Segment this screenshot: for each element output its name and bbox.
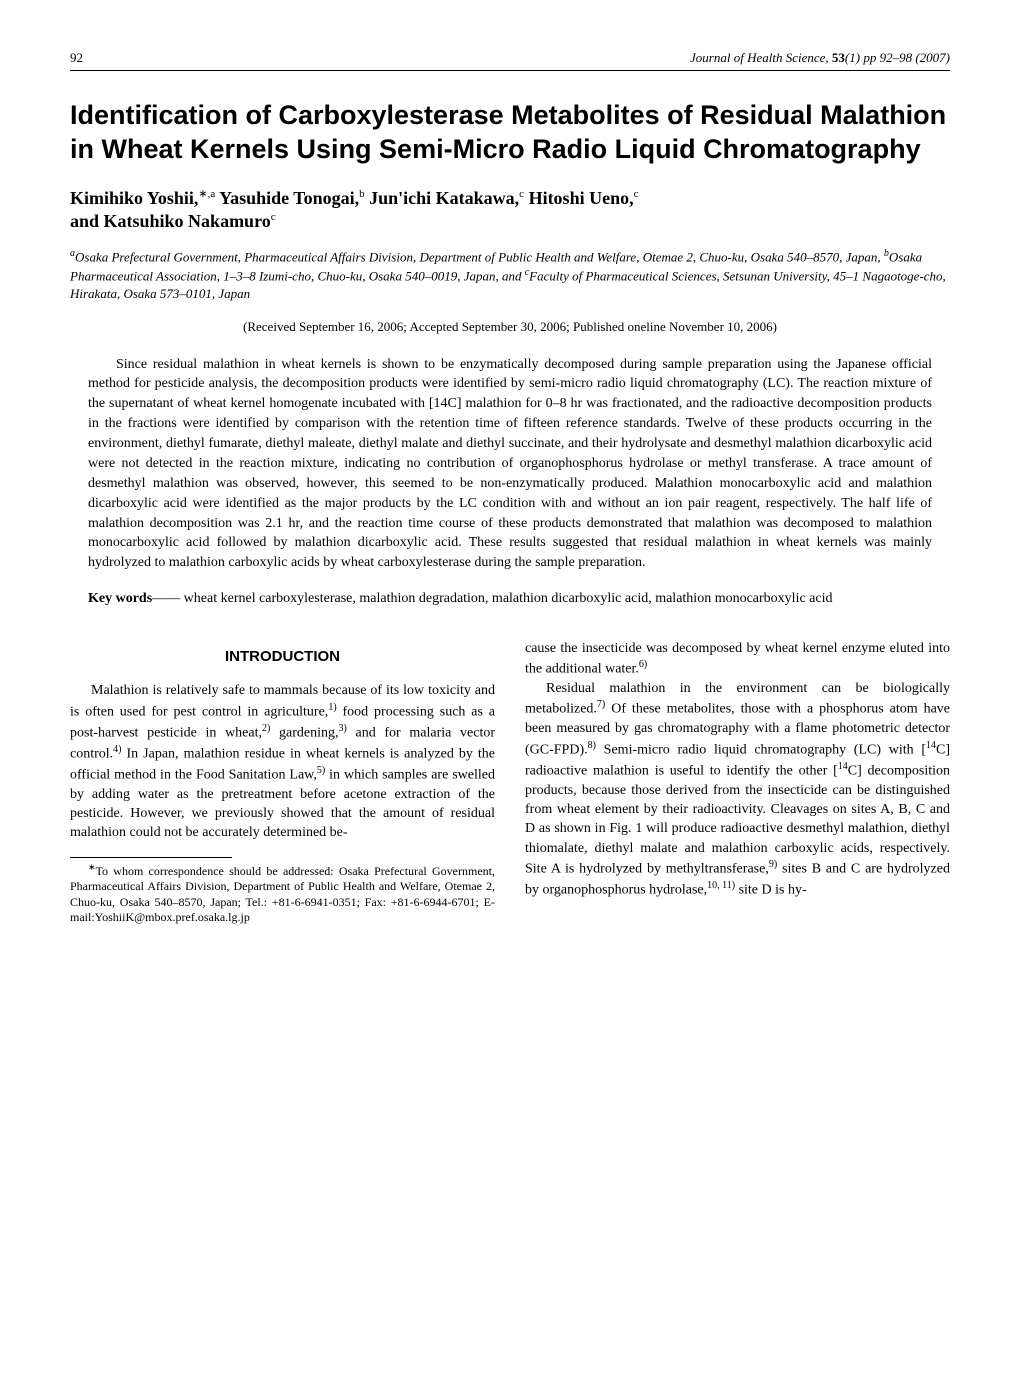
received-dates: (Received September 16, 2006; Accepted S… — [70, 319, 950, 335]
header-divider — [70, 70, 950, 71]
journal-name: Journal of Health Science — [690, 50, 825, 65]
reference-sup: 1) — [328, 702, 336, 713]
affil-text: Osaka Prefectural Government, Pharmaceut… — [75, 250, 884, 265]
isotope-sup: 14 — [838, 761, 848, 772]
authors-block: Kimihiko Yoshii,∗,a Yasuhide Tonogai,b J… — [70, 187, 950, 234]
reference-sup: 4) — [113, 744, 121, 755]
reference-sup: 7) — [597, 699, 605, 710]
reference-sup: 9) — [769, 859, 777, 870]
author-name: Kimihiko Yoshii, — [70, 188, 198, 208]
body-paragraph: Malathion is relatively safe to mammals … — [70, 681, 495, 842]
footnote-divider — [70, 857, 232, 858]
isotope-sup: 14 — [926, 740, 936, 751]
affiliations-block: aOsaka Prefectural Government, Pharmaceu… — [70, 247, 950, 302]
author-affil-sup: ∗,a — [198, 188, 215, 200]
correspondence-footnote: ∗To whom correspondence should be addres… — [70, 862, 495, 926]
reference-sup: 2) — [262, 723, 270, 734]
keywords-label: Key words — [88, 591, 152, 606]
body-paragraph: Residual malathion in the environment ca… — [525, 679, 950, 900]
reference-sup: 3) — [339, 723, 347, 734]
page-number: 92 — [70, 50, 83, 66]
author-name: Hitoshi Ueno, — [524, 188, 634, 208]
keywords-block: Key words—— wheat kernel carboxylesteras… — [88, 589, 932, 609]
author-name: Jun'ichi Katakawa, — [365, 188, 520, 208]
author-name: Yasuhide Tonogai, — [215, 188, 359, 208]
two-column-body: INTRODUCTION Malathion is relatively saf… — [70, 639, 950, 926]
body-paragraph: cause the insecticide was decomposed by … — [525, 639, 950, 679]
reference-sup: 10, 11) — [707, 880, 735, 891]
abstract-block: Since residual malathion in wheat kernel… — [88, 355, 932, 574]
abstract-text: Since residual malathion in wheat kernel… — [88, 355, 932, 574]
keywords-text: —— wheat kernel carboxylesterase, malath… — [152, 591, 832, 606]
running-header: 92 Journal of Health Science, 53(1) pp 9… — [70, 50, 950, 66]
article-title: Identification of Carboxylesterase Metab… — [70, 99, 950, 167]
journal-pages: pp 92–98 — [863, 50, 912, 65]
journal-citation: Journal of Health Science, 53(1) pp 92–9… — [690, 50, 950, 66]
reference-sup: 5) — [317, 765, 325, 776]
author-affil-sup: c — [271, 211, 276, 223]
reference-sup: 6) — [639, 659, 647, 670]
footnote-asterisk: ∗ — [88, 862, 96, 872]
journal-volume: 53 — [832, 50, 845, 65]
journal-issue: (1) — [845, 50, 860, 65]
author-name: and Katsuhiko Nakamuro — [70, 211, 271, 231]
section-heading-introduction: INTRODUCTION — [70, 647, 495, 668]
author-affil-sup: c — [634, 188, 639, 200]
left-column: INTRODUCTION Malathion is relatively saf… — [70, 639, 495, 926]
journal-year: (2007) — [915, 50, 950, 65]
right-column: cause the insecticide was decomposed by … — [525, 639, 950, 926]
reference-sup: 8) — [588, 740, 596, 751]
